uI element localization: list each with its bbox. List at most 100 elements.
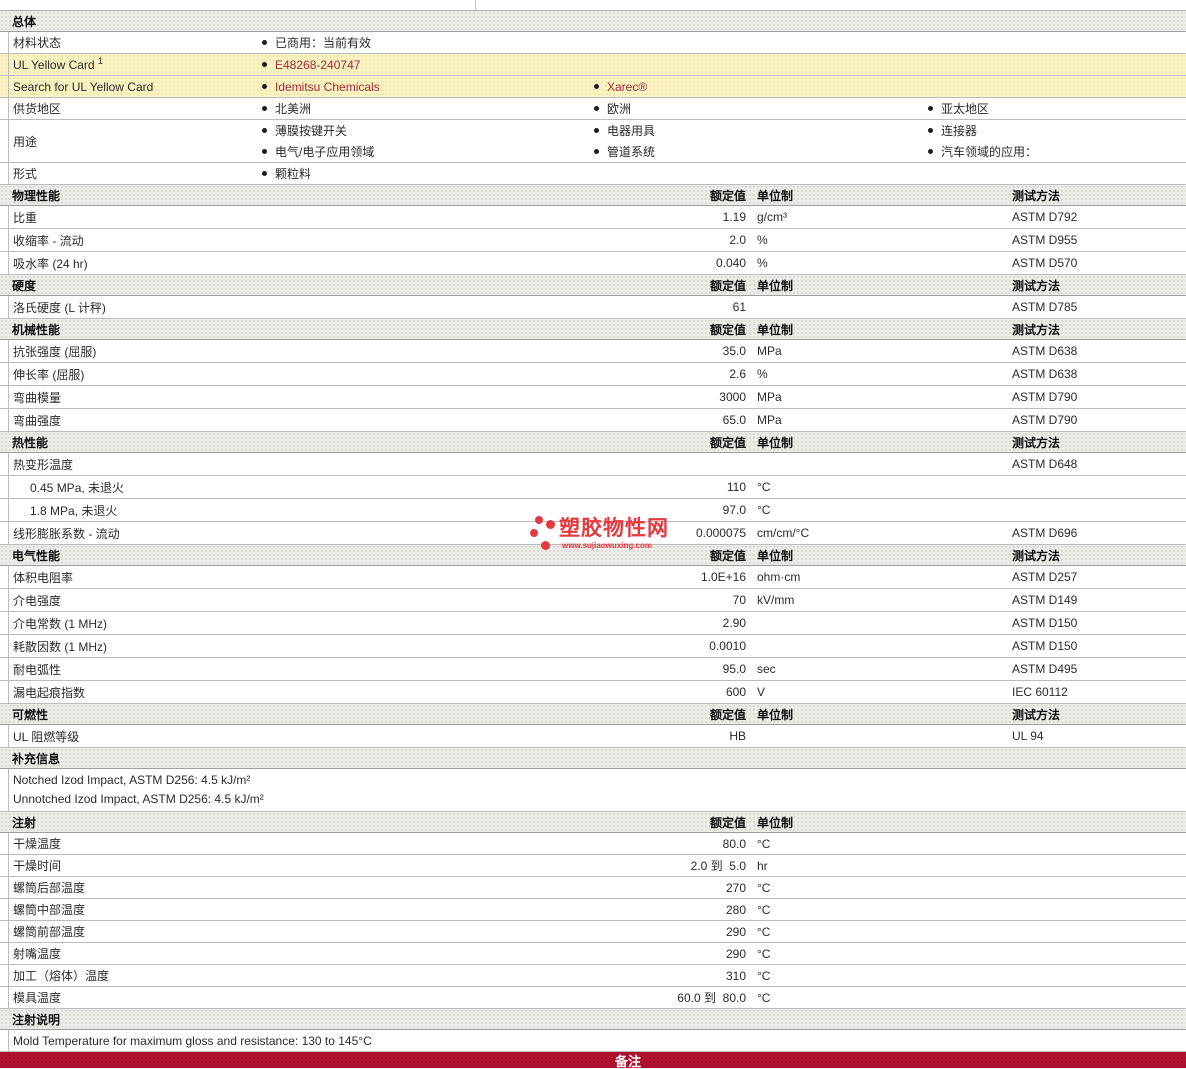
unit-column-header: 单位制 xyxy=(757,435,794,450)
section-header-injection-notes: 注射说明 xyxy=(0,1009,1186,1030)
bullet-cell: Idemitsu Chemicals xyxy=(250,80,582,94)
test-method-column-header: 测试方法 xyxy=(1012,278,1061,293)
property-condition-label: 0.45 MPa, 未退火 xyxy=(30,480,125,495)
property-label: 伸长率 (屈服) xyxy=(13,367,85,382)
property-row: 体积电阻率 1.0E+16 ohm·cm ASTM D257 xyxy=(0,566,1186,589)
watermark-logo: 塑胶物性网 www.sujiaowuxing.com xyxy=(526,512,686,554)
property-unit: ohm·cm xyxy=(757,570,801,584)
property-label: 介电强度 xyxy=(13,593,62,608)
property-value: 2.0 xyxy=(729,233,746,247)
property-value: 97.0 xyxy=(722,503,746,517)
unit-column-header: 单位制 xyxy=(757,707,794,722)
property-label: 加工（熔体）温度 xyxy=(13,969,110,983)
property-row: 0.45 MPa, 未退火 110 °C xyxy=(0,476,1186,499)
test-method: ASTM D150 xyxy=(1012,639,1078,653)
property-unit: MPa xyxy=(757,344,782,358)
property-row: 耐电弧性 95.0 sec ASTM D495 xyxy=(0,658,1186,681)
property-unit: °C xyxy=(757,503,771,517)
test-method-column-header: 测试方法 xyxy=(1012,707,1061,722)
property-label: 吸水率 (24 hr) xyxy=(13,256,88,271)
property-unit: % xyxy=(757,367,768,381)
rated-value-column-header: 额定值 xyxy=(709,278,746,293)
test-method: ASTM D638 xyxy=(1012,367,1078,381)
property-value: 35.0 xyxy=(722,344,746,358)
form-value: 颗粒料 xyxy=(275,167,312,181)
rated-value-column-header: 额定值 xyxy=(709,815,746,830)
bullet-cell: E48268-240747 xyxy=(250,58,582,72)
bullet-icon xyxy=(262,62,267,67)
property-row: 干燥温度 80.0 °C xyxy=(0,833,1186,855)
property-label: 螺筒中部温度 xyxy=(13,903,86,917)
ul-card-number-link[interactable]: E48268-240747 xyxy=(275,57,361,72)
property-value: HB xyxy=(729,729,746,743)
property-row: UL 阻燃等级 HB UL 94 xyxy=(0,725,1186,748)
property-label: UL 阻燃等级 xyxy=(13,729,80,744)
bullet-icon xyxy=(262,149,267,154)
test-method: ASTM D790 xyxy=(1012,413,1078,427)
region-item: 欧洲 xyxy=(607,102,632,116)
section-header-flammability: 可燃性 额定值 单位制 测试方法 xyxy=(0,704,1186,725)
property-row: 螺筒中部温度 280 °C xyxy=(0,899,1186,921)
row-material-status: 材料状态 已商用：当前有效 xyxy=(0,32,1186,54)
property-unit: °C xyxy=(757,924,771,939)
property-label: 耗散因数 (1 MHz) xyxy=(13,639,107,654)
property-row: 伸长率 (屈服) 2.6 % ASTM D638 xyxy=(0,363,1186,386)
bullet-cell: 欧洲 xyxy=(582,100,916,117)
supplemental-line: Unnotched Izod Impact, ASTM D256: 4.5 kJ… xyxy=(13,792,264,806)
property-row: 吸水率 (24 hr) 0.040 % ASTM D570 xyxy=(0,252,1186,275)
property-row: 射嘴温度 290 °C xyxy=(0,943,1186,965)
section-title: 物理性能 xyxy=(12,188,61,203)
property-unit: °C xyxy=(757,880,771,895)
bullet-cell: 北美洲 xyxy=(250,100,582,117)
property-label: 热变形温度 xyxy=(13,457,74,472)
supplier-link[interactable]: Idemitsu Chemicals xyxy=(275,79,380,94)
injection-note-line: Mold Temperature for maximum gloss and r… xyxy=(13,1034,372,1048)
watermark-dot-icon xyxy=(541,541,550,550)
bullet-icon xyxy=(262,84,267,89)
property-unit: °C xyxy=(757,902,771,917)
tradename-link[interactable]: Xarec® xyxy=(607,79,648,94)
row-label: Search for UL Yellow Card xyxy=(13,79,154,94)
section-header-mechanical: 机械性能 额定值 单位制 测试方法 xyxy=(0,319,1186,340)
property-row: 线形膨胀系数 - 流动 0.000075 cm/cm/°C ASTM D696 xyxy=(0,522,1186,545)
property-unit: °C xyxy=(757,990,771,1005)
bullet-icon xyxy=(262,40,267,45)
section-title: 补充信息 xyxy=(12,751,61,766)
bullet-icon xyxy=(928,128,933,133)
property-value: 2.6 xyxy=(729,367,746,381)
test-method: IEC 60112 xyxy=(1012,685,1068,699)
test-method: ASTM D150 xyxy=(1012,616,1078,630)
bullet-icon xyxy=(262,106,267,111)
section-header-thermal: 热性能 额定值 单位制 测试方法 xyxy=(0,432,1186,453)
property-unit: MPa xyxy=(757,413,782,427)
test-method: ASTM D570 xyxy=(1012,256,1078,270)
property-value: 95.0 xyxy=(722,662,746,676)
rated-value-column-header: 额定值 xyxy=(709,435,746,450)
watermark-brand-text: 塑胶物性网 xyxy=(559,517,669,540)
row-label: 用途 xyxy=(13,134,38,149)
section-title: 注射 xyxy=(12,815,37,830)
property-value: 280 xyxy=(725,902,746,917)
property-row: 收缩率 - 流动 2.0 % ASTM D955 xyxy=(0,229,1186,252)
property-label: 体积电阻率 xyxy=(13,570,74,585)
property-value: 2.0 到 5.0 xyxy=(690,859,746,873)
property-unit: % xyxy=(757,233,768,247)
test-method: ASTM D257 xyxy=(1012,570,1078,584)
test-method: UL 94 xyxy=(1012,729,1044,743)
unit-column-header: 单位制 xyxy=(757,188,794,203)
property-unit: g/cm³ xyxy=(757,210,787,224)
test-method-column-header: 测试方法 xyxy=(1012,188,1061,203)
property-condition-label: 1.8 MPa, 未退火 xyxy=(30,503,118,518)
material-status-value: 已商用：当前有效 xyxy=(275,36,372,50)
property-value: 65.0 xyxy=(722,413,746,427)
property-unit: °C xyxy=(757,480,771,494)
watermark-url-text: www.sujiaowuxing.com xyxy=(562,541,652,550)
bullet-icon xyxy=(594,128,599,133)
bullet-cell: 连接器 xyxy=(916,122,1186,139)
bullet-icon xyxy=(594,84,599,89)
property-unit: cm/cm/°C xyxy=(757,526,810,540)
property-row: 洛氏硬度 (L 计秤) 61 ASTM D785 xyxy=(0,296,1186,319)
unit-column-header: 单位制 xyxy=(757,815,794,830)
row-availability: 供货地区 北美洲 欧洲 亚太地区 xyxy=(0,98,1186,120)
property-row: 热变形温度 ASTM D648 xyxy=(0,453,1186,476)
